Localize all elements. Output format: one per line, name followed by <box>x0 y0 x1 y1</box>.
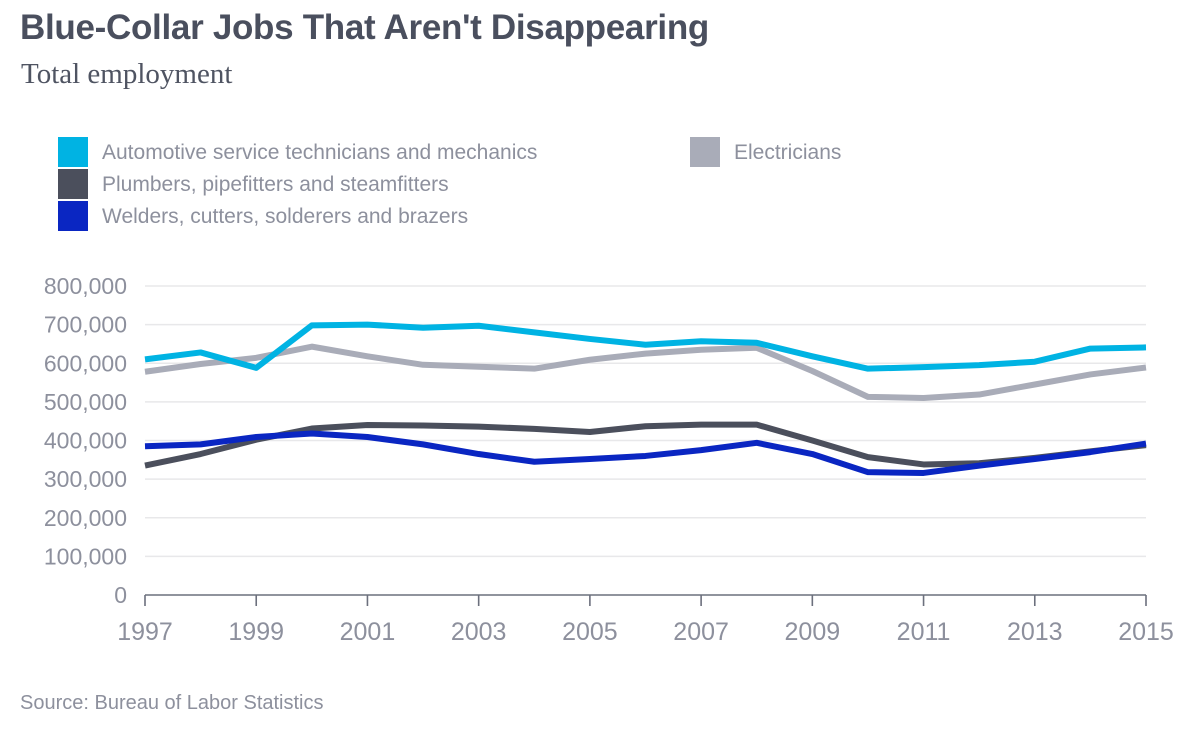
source-note: Source: Bureau of Labor Statistics <box>20 692 324 714</box>
legend-swatch-icon <box>58 201 88 231</box>
legend-swatch-icon <box>690 137 720 167</box>
x-axis-tick-label: 1997 <box>117 618 173 646</box>
x-axis-tick-label: 2011 <box>897 618 951 646</box>
series-line-plumbers-pipefitters <box>144 421 1147 469</box>
legend-swatch-icon <box>58 137 88 167</box>
legend-item-label: Plumbers, pipefitters and steamfitters <box>102 172 449 196</box>
series-line-automotive-service <box>144 321 1147 372</box>
legend-item-electricians[interactable]: Electricians <box>690 136 841 168</box>
y-axis-tick-label: 200,000 <box>44 505 127 531</box>
y-axis-tick-label: 500,000 <box>44 389 127 415</box>
x-axis-tick-label: 2013 <box>1007 618 1063 646</box>
x-axis-tick-label: 2015 <box>1118 618 1174 646</box>
x-axis-tick-label: 2003 <box>451 618 507 646</box>
legend-item-label: Automotive service technicians and mecha… <box>102 140 538 164</box>
series-line-welders-cutters <box>144 430 1147 476</box>
x-axis-tick-label: 2009 <box>785 618 841 646</box>
y-axis-tick-label: 600,000 <box>44 350 127 376</box>
legend-item-label: Electricians <box>734 140 842 164</box>
y-axis-tick-label: 0 <box>114 582 127 608</box>
legend-swatch-icon <box>58 169 88 199</box>
legend-item-plumbers[interactable]: Plumbers, pipefitters and steamfitters <box>58 168 698 200</box>
y-axis-tick-label: 300,000 <box>44 466 127 492</box>
chart-plot-area: 0 100,000 200,000 300,000 400,000 500,000 600,… <box>0 258 1200 658</box>
y-axis-tick-label: 700,000 <box>44 312 127 338</box>
legend-item-welders[interactable]: Welders, cutters, solderers and brazers <box>58 200 698 232</box>
x-axis-tick-label: 2001 <box>340 618 396 646</box>
page-subtitle: Total employment <box>21 58 233 90</box>
legend-item-label: Welders, cutters, solderers and brazers <box>102 204 469 228</box>
legend-column-right: Electricians <box>690 136 841 168</box>
page-title: Blue-Collar Jobs That Aren't Disappearin… <box>20 8 709 47</box>
series-line-electricians <box>144 343 1147 402</box>
x-axis-tick-label: 2005 <box>562 618 618 646</box>
line-chart: 0 100,000 200,000 300,000 400,000 500,000 600,… <box>44 273 1174 646</box>
legend-column-left: Automotive service technicians and mecha… <box>58 136 698 232</box>
y-axis-tick-label: 100,000 <box>44 543 127 569</box>
y-axis-tick-label: 400,000 <box>44 428 127 454</box>
legend-item-automotive[interactable]: Automotive service technicians and mecha… <box>58 136 698 168</box>
y-axis-tick-label: 800,000 <box>44 273 127 299</box>
x-axis-tick-label: 2007 <box>673 618 729 646</box>
x-axis-tick-label: 1999 <box>228 618 284 646</box>
